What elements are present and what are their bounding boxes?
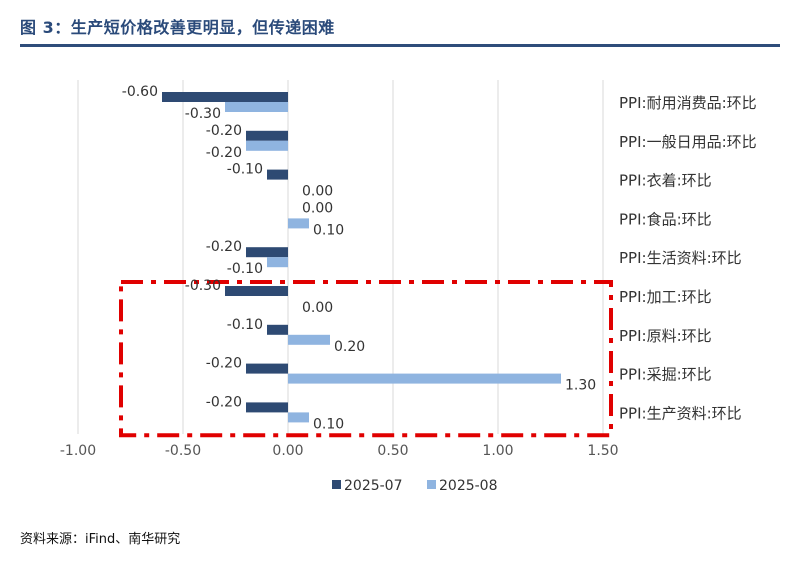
legend: 2025-07 2025-08	[332, 478, 498, 494]
legend-label: 2025-08	[439, 478, 498, 494]
data-label: -0.10	[227, 162, 263, 178]
bar-2025-08	[288, 373, 561, 384]
bar-2025-07	[225, 286, 288, 296]
data-label: 0.20	[334, 339, 365, 355]
bar-2025-08	[288, 218, 309, 229]
x-tick-label: -1.00	[60, 443, 96, 459]
category-labels: PPI:耐用消费品:环比 PPI:一般日用品:环比 PPI:衣着:环比 PPI:食品:…	[619, 94, 757, 422]
bar-2025-07	[162, 92, 288, 102]
data-label: -0.20	[206, 123, 242, 139]
data-label: 0.00	[302, 200, 333, 216]
bar-2025-07	[246, 247, 288, 258]
highlight-box-layer	[119, 280, 613, 438]
data-label: -0.60	[122, 84, 158, 100]
bar-2025-07	[267, 324, 288, 335]
category-label: PPI:耐用消费品:环比	[619, 94, 757, 112]
x-tick-label: -0.50	[165, 443, 201, 459]
highlight-box	[119, 280, 613, 438]
legend-label: 2025-07	[344, 478, 403, 494]
data-label: 0.00	[302, 184, 333, 200]
bar-2025-07	[246, 363, 288, 374]
x-axis-ticks: -1.00 -0.50 0.00 0.50 1.00 1.50	[60, 443, 619, 459]
x-tick-label: 1.00	[482, 443, 513, 459]
bar-2025-08	[267, 257, 288, 268]
bar-2025-07	[246, 402, 288, 413]
data-label: 1.30	[565, 378, 596, 394]
bar-2025-08	[288, 412, 309, 423]
data-label: 0.10	[313, 222, 344, 238]
legend-swatch	[427, 480, 436, 489]
category-label: PPI:衣着:环比	[619, 172, 712, 190]
chart-title: 图 3：生产短价格改善更明显，但传递困难	[20, 18, 335, 37]
bar-chart: -0.60-0.30-0.20-0.20-0.100.000.000.10-0.…	[60, 80, 757, 494]
bar-2025-07	[267, 169, 288, 180]
category-label: PPI:采掘:环比	[619, 366, 712, 384]
legend-swatch	[332, 480, 341, 489]
x-tick-label: 0.50	[377, 443, 408, 459]
bar-2025-07	[246, 130, 288, 141]
category-label: PPI:一般日用品:环比	[619, 133, 757, 151]
data-label: -0.30	[185, 106, 221, 122]
title-rule	[20, 44, 780, 47]
bars	[162, 92, 561, 423]
data-label: -0.30	[185, 278, 221, 294]
bar-2025-08	[225, 102, 288, 112]
category-label: PPI:生活资料:环比	[619, 249, 742, 267]
category-label: PPI:加工:环比	[619, 288, 712, 306]
bar-2025-08	[246, 140, 288, 151]
data-label: -0.10	[227, 317, 263, 333]
source-note: 资料来源：iFind、南华研究	[20, 532, 181, 547]
data-labels: -0.60-0.30-0.20-0.20-0.100.000.000.10-0.…	[122, 84, 596, 432]
data-label: 0.10	[313, 416, 344, 432]
data-label: -0.20	[206, 239, 242, 255]
data-label: -0.20	[206, 394, 242, 410]
chart-header: 图 3：生产短价格改善更明显，但传递困难	[0, 0, 804, 48]
category-label: PPI:生产资料:环比	[619, 404, 742, 422]
x-tick-label: 1.50	[587, 443, 618, 459]
data-label: -0.20	[206, 356, 242, 372]
data-label: -0.20	[206, 145, 242, 161]
data-label: 0.00	[302, 300, 333, 316]
x-tick-label: 0.00	[272, 443, 303, 459]
bar-2025-08	[288, 334, 330, 345]
category-label: PPI:食品:环比	[619, 210, 712, 228]
data-label: -0.10	[227, 261, 263, 277]
category-label: PPI:原料:环比	[619, 327, 712, 345]
